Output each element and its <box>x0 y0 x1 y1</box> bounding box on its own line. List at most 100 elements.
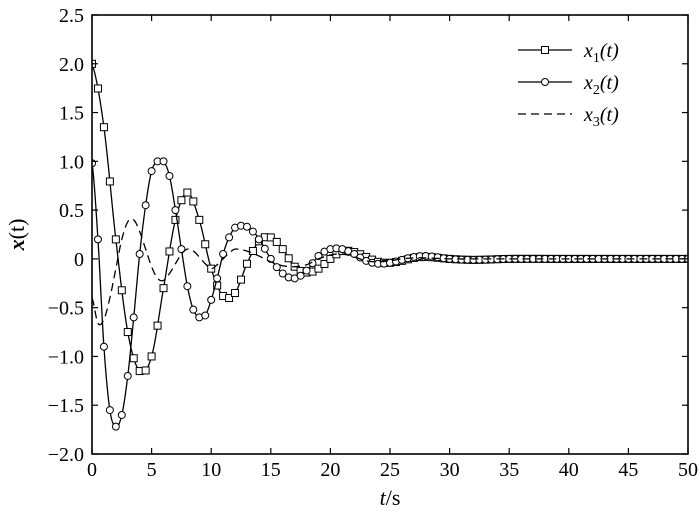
circle-marker <box>296 271 305 280</box>
circle-marker <box>129 313 138 322</box>
square-marker <box>541 46 549 54</box>
square-marker <box>99 123 108 132</box>
square-marker <box>225 294 234 303</box>
plot-frame <box>91 14 689 455</box>
square-marker <box>284 254 293 263</box>
legend-subscript: 2 <box>593 83 600 98</box>
square-marker <box>207 264 216 273</box>
x-tick-label: 0 <box>87 459 97 481</box>
y-tick-label: −2.0 <box>48 444 84 466</box>
circle-marker <box>225 233 234 242</box>
y-axis-label-arg: (t) <box>4 219 29 240</box>
square-marker <box>272 237 281 246</box>
circle-marker <box>159 157 168 166</box>
square-marker <box>248 246 257 255</box>
circle-marker <box>207 295 216 304</box>
circle-marker <box>117 410 126 419</box>
y-tick-label: 1.5 <box>59 103 84 125</box>
square-marker <box>93 84 102 93</box>
x-axis-label: t/s <box>380 485 401 510</box>
square-marker <box>278 245 287 254</box>
square-marker <box>242 259 251 268</box>
circle-marker <box>183 282 192 291</box>
y-tick-label: 2.5 <box>59 5 84 27</box>
circle-marker <box>272 263 281 272</box>
legend-label-2: x2(t) <box>583 72 619 98</box>
x-axis-label-var: t <box>380 485 387 510</box>
y-tick-label: 0 <box>74 249 84 271</box>
square-marker <box>129 354 138 363</box>
legend-var: x <box>583 72 593 94</box>
y-axis-label: x(t) <box>4 219 29 252</box>
x-tick-label: 15 <box>261 459 281 481</box>
square-marker <box>231 289 240 298</box>
square-marker <box>117 286 126 295</box>
y-tick-label: 2.0 <box>59 54 84 76</box>
circle-marker <box>99 342 108 351</box>
square-marker <box>123 328 132 337</box>
x-tick-label: 40 <box>559 459 579 481</box>
x-tick-label: 45 <box>618 459 638 481</box>
y-tick-label: 0.5 <box>59 200 84 222</box>
square-marker <box>147 352 156 361</box>
legend-subscript: 3 <box>593 115 600 130</box>
y-tick-label: −1.5 <box>48 395 84 417</box>
square-marker <box>266 233 275 242</box>
circle-marker <box>242 222 251 231</box>
x-tick-label: 35 <box>499 459 519 481</box>
circle-marker <box>123 371 132 380</box>
legend-var: x <box>583 104 593 126</box>
circle-marker <box>171 206 180 215</box>
circle-marker <box>93 235 102 244</box>
square-marker <box>314 264 323 273</box>
legend-label-3: x3(t) <box>583 104 619 130</box>
circle-marker <box>541 78 549 86</box>
legend-arg: (t) <box>600 72 619 94</box>
x-tick-label: 50 <box>678 459 698 481</box>
series-3 <box>92 218 688 326</box>
y-tick-label: 1.0 <box>59 151 84 173</box>
circle-marker <box>177 245 186 254</box>
x-axis-label-unit: /s <box>386 485 401 510</box>
series-layer <box>92 59 688 431</box>
circle-marker <box>141 201 150 210</box>
square-marker <box>201 240 210 249</box>
circle-marker <box>147 167 156 176</box>
ticks-layer: 0 5 10 15 20 25 30 35 40 45 50 −2.0 −1.5 −1.0 −0.5 0 0.5… <box>48 5 698 481</box>
circle-marker <box>165 171 174 180</box>
circle-marker <box>213 274 222 283</box>
x-tick-label: 30 <box>440 459 460 481</box>
legend: x1(t)x2(t)x3(t) <box>518 40 619 130</box>
legend-arg: (t) <box>600 40 619 62</box>
x-tick-label: 20 <box>320 459 340 481</box>
series-clip-group <box>92 59 688 431</box>
square-marker <box>320 260 329 269</box>
square-marker <box>153 321 162 330</box>
circle-marker <box>135 250 144 259</box>
circle-marker <box>254 235 263 244</box>
x-tick-label: 25 <box>380 459 400 481</box>
square-marker <box>237 275 245 284</box>
legend-subscript: 1 <box>593 51 600 66</box>
x-tick-label: 5 <box>147 459 157 481</box>
square-marker <box>171 215 180 224</box>
square-marker <box>159 284 168 293</box>
circle-marker <box>219 250 228 259</box>
y-tick-label: −1.0 <box>48 346 84 368</box>
x-tick-label: 10 <box>201 459 221 481</box>
series-line-3 <box>92 218 688 326</box>
circle-marker <box>260 244 269 253</box>
legend-label-1: x1(t) <box>583 40 619 66</box>
y-axis-label-var: x <box>4 239 29 251</box>
circle-marker <box>302 266 311 275</box>
circle-marker <box>111 422 120 431</box>
square-marker <box>183 188 192 197</box>
square-marker <box>177 196 186 205</box>
legend-arg: (t) <box>600 104 619 126</box>
circle-marker <box>248 227 257 236</box>
y-tick-label: −0.5 <box>48 298 84 320</box>
circle-marker <box>278 269 287 278</box>
square-marker <box>195 215 204 224</box>
legend-var: x <box>583 40 593 62</box>
